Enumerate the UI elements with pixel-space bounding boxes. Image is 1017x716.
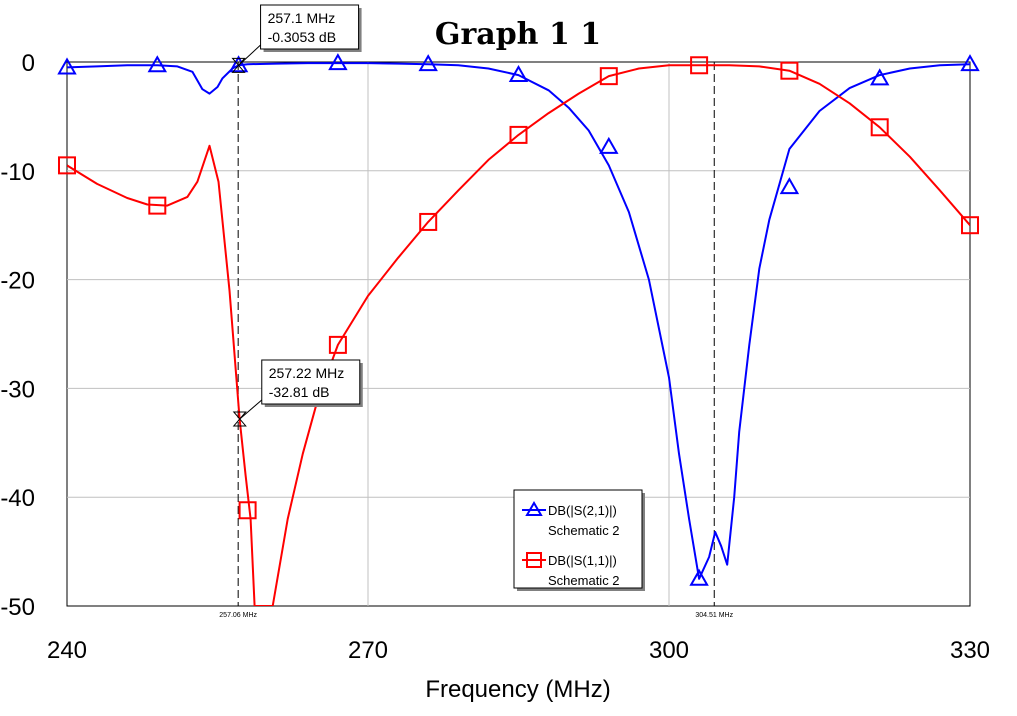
- marker-symbol: [231, 57, 246, 73]
- series-marker-triangle: [57, 57, 77, 75]
- legend-series-subname: Schematic 2: [548, 573, 620, 588]
- vertical-marker-label: 304.51 MHz: [695, 612, 733, 619]
- series-marker-square: [328, 335, 347, 354]
- y-tick-label: -20: [0, 268, 35, 295]
- series-marker-square: [238, 501, 257, 520]
- legend-marker-square: [526, 552, 542, 568]
- marker-freq-text: 257.22 MHz: [269, 365, 344, 381]
- series-marker-triangle: [228, 55, 249, 73]
- y-tick-label: -40: [0, 485, 35, 512]
- marker-leader: [238, 44, 261, 66]
- series-marker-square: [148, 196, 167, 215]
- series-markers: [57, 53, 980, 586]
- series-line-1: [67, 62, 970, 580]
- marker-freq-text: 257.1 MHz: [268, 10, 336, 26]
- x-tick-label: 300: [649, 637, 689, 664]
- x-tick-label: 330: [950, 637, 990, 664]
- x-tick-label: 270: [348, 637, 388, 664]
- series-marker-triangle: [599, 136, 619, 154]
- series-marker-triangle: [869, 68, 890, 86]
- axis-ticks: 240 270 300 330 0 -10 -20 -30 -40 -50: [0, 50, 990, 664]
- series-marker-square: [780, 61, 799, 80]
- series-marker-square: [870, 118, 889, 137]
- x-tick-label: 240: [47, 637, 87, 664]
- series-marker-triangle: [689, 568, 709, 586]
- marker-symbol: [232, 411, 247, 427]
- y-tick-label: -50: [0, 594, 35, 621]
- legend-series-name: DB(|S(1,1)|): [548, 553, 617, 568]
- series-marker-triangle: [960, 54, 980, 72]
- series-marker-square: [690, 56, 709, 75]
- series-marker-square: [961, 216, 979, 235]
- marker-box: [261, 359, 361, 405]
- series-marker-square: [599, 67, 618, 86]
- marker-box: [260, 4, 360, 50]
- series-marker-square: [58, 156, 76, 175]
- series-marker-triangle: [418, 54, 438, 72]
- legend-series-subname: Schematic 2: [548, 523, 620, 538]
- legend-marker-triangle: [525, 501, 543, 516]
- vertical-marker-label: 257.06 MHz: [219, 612, 257, 619]
- series-marker-triangle: [779, 177, 800, 195]
- chart-title: Graph 1 1: [435, 17, 601, 52]
- series-marker-triangle: [328, 53, 348, 71]
- y-tick-label: -30: [0, 376, 35, 403]
- series-marker-square: [419, 212, 438, 231]
- data-markers: 257.1 MHz -0.3053 dB 257.22 MHz -32.81 dB: [231, 4, 363, 427]
- series-marker-triangle: [147, 55, 168, 73]
- series-line-2: [67, 64, 970, 606]
- marker-value-text: -32.81 dB: [269, 384, 330, 400]
- marker-leader: [239, 399, 263, 420]
- legend: DB(|S(2,1)|) Schematic 2 DB(|S(1,1)|) Schem…: [513, 489, 645, 591]
- x-axis-label: Frequency (MHz): [425, 676, 610, 703]
- y-tick-label: -10: [0, 159, 35, 186]
- series-marker-square: [509, 125, 528, 144]
- marker-value-text: -0.3053 dB: [268, 29, 337, 45]
- series-layer: [67, 62, 970, 606]
- series-marker-triangle: [508, 65, 529, 83]
- y-tick-label: 0: [22, 50, 35, 77]
- legend-series-name: DB(|S(2,1)|): [548, 503, 617, 518]
- marker-lines: 257.06 MHz 304.51 MHz: [219, 62, 734, 619]
